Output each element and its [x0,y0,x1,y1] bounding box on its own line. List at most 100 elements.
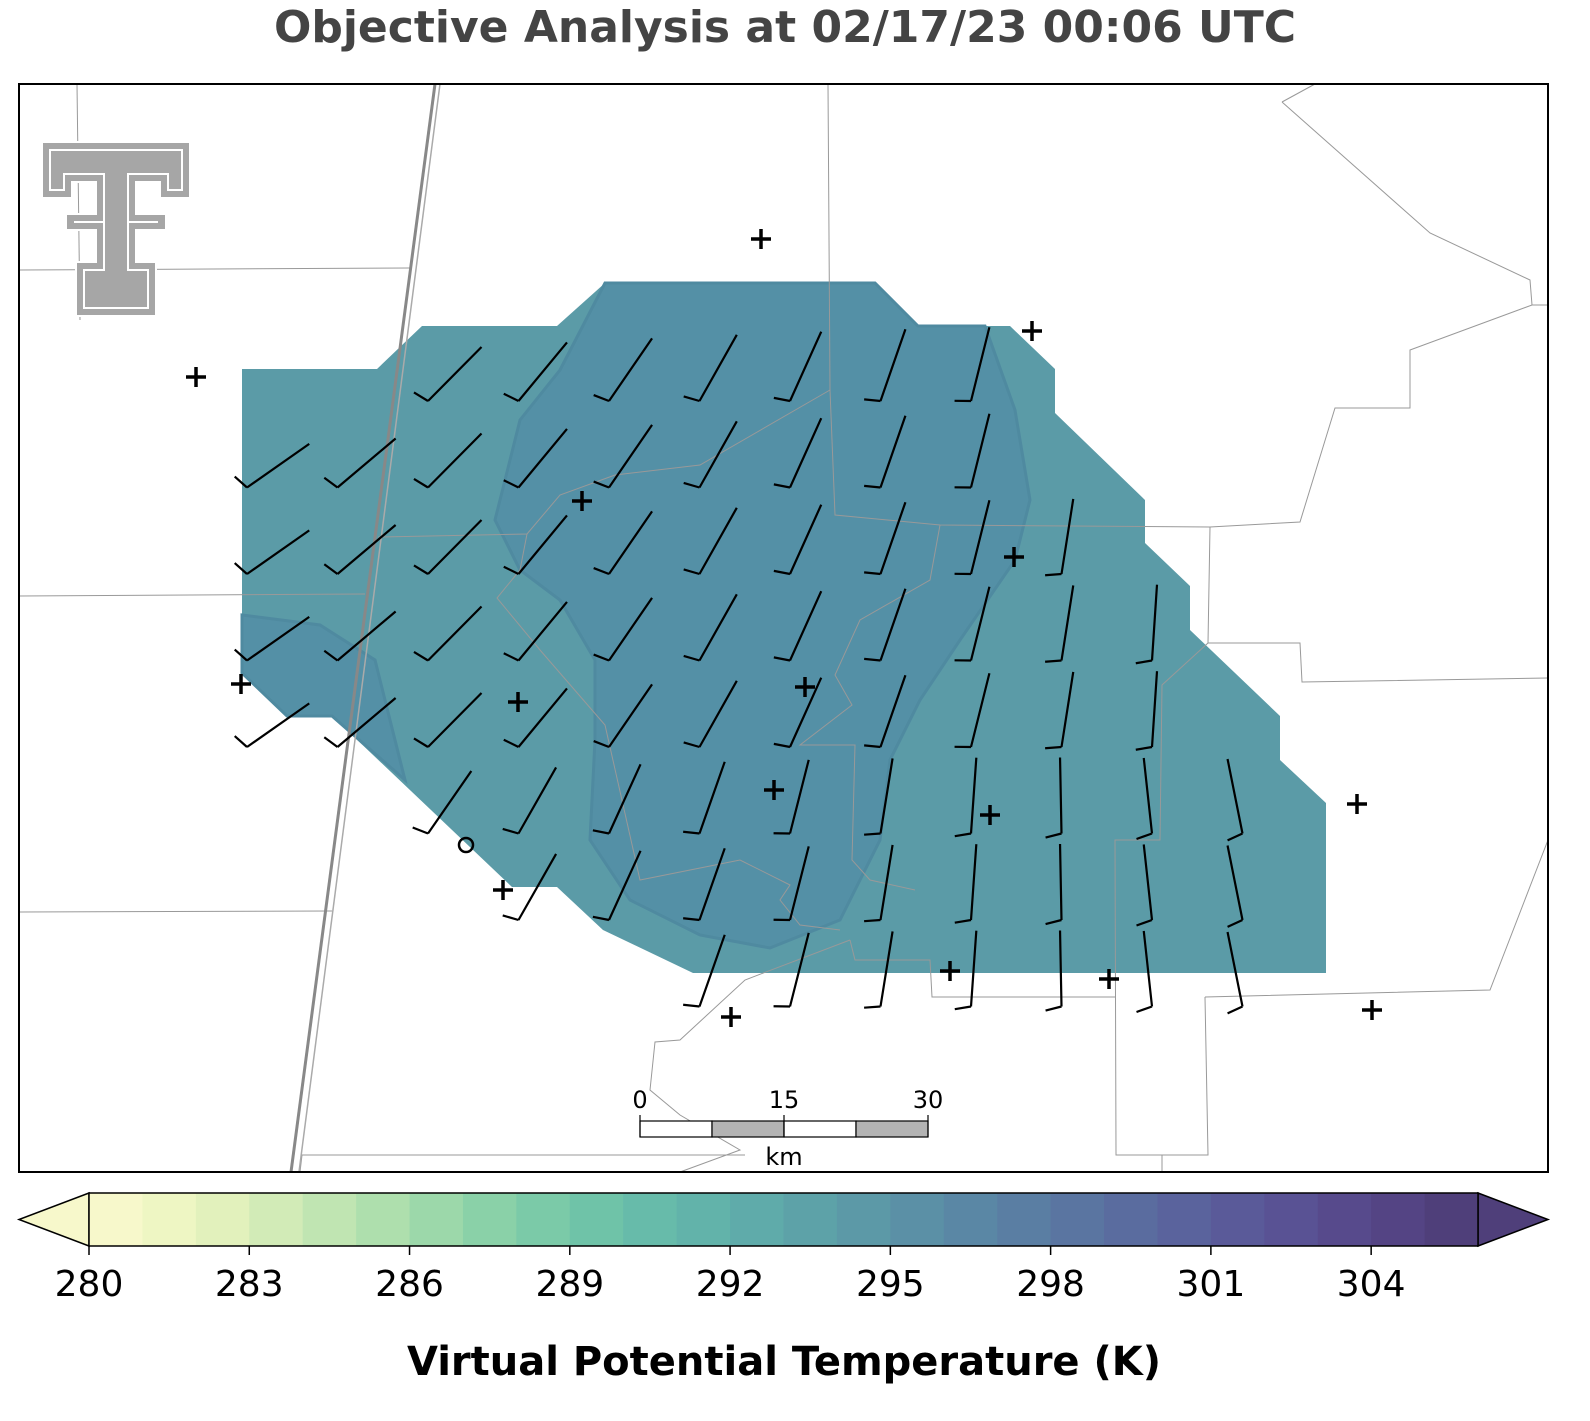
stations [186,229,1382,1027]
wind-barb [1045,671,1075,750]
wind-barb [413,346,483,402]
wind-barb [593,683,653,749]
wind-barb [864,844,894,923]
contour-region [240,613,408,785]
station [795,677,815,697]
color-band [676,1193,731,1246]
wind-barb [773,677,823,749]
wind-barb [593,510,653,576]
station [1022,321,1042,341]
wind-barb [502,766,558,835]
wind-barb [413,692,483,748]
wind-barb [954,326,991,403]
color-band [302,1193,357,1246]
wind-barb [593,424,653,489]
color-band [730,1193,784,1246]
logo [41,141,191,317]
tick-label: 292 [696,1264,765,1305]
wind-barb [1136,930,1154,1014]
wind-barb [1226,845,1244,928]
wind-barb [773,417,823,489]
wind-barb [1136,844,1154,927]
tick-label: 301 [1177,1264,1246,1305]
scale-label: 0 [632,1086,647,1114]
station [1004,547,1024,567]
wind-barb [954,413,991,489]
wind-barb [1136,757,1154,841]
color-band [997,1193,1052,1246]
wind-barb [1226,758,1244,842]
wind-barb [864,674,907,749]
wind-barb [1135,584,1159,665]
wind-barb [954,499,991,576]
color-band [569,1193,624,1246]
colorbar-extend-low [16,1191,90,1248]
station [572,491,592,511]
wind-barb [773,590,823,662]
wind-barb [233,443,310,489]
wind-barb [1045,757,1063,839]
tick-label: 298 [1016,1264,1085,1305]
station [186,367,206,387]
color-band [409,1193,464,1246]
station [980,805,1000,825]
color-band [783,1193,838,1246]
wind-barb [413,519,483,575]
wind-barb [233,702,310,748]
colorbar-label: Virtual Potential Temperature (K) [407,1339,1161,1385]
wind-barb [323,697,397,748]
highway [298,83,441,1173]
highway [289,83,437,1173]
scale-segment [639,1120,713,1138]
wind-barb [683,761,726,835]
wind-barb [683,593,738,662]
wind-barb [864,415,907,489]
color-band [1264,1193,1319,1246]
color-band [890,1193,945,1246]
wind-barb [413,432,483,489]
wind-barb [503,428,568,489]
wind-barb [1135,671,1159,751]
wind-barbs [233,326,1244,1015]
station [1099,969,1119,989]
color-band [1424,1193,1479,1246]
scale-label: 30 [913,1086,944,1114]
colorbar-frame [88,1192,1479,1247]
wind-barb [954,586,991,662]
wind-barb [864,501,907,576]
station [721,1007,741,1027]
wind-barb [233,529,310,575]
tick-label: 283 [215,1264,284,1305]
wind-barb [773,331,823,403]
wind-barb [1045,498,1075,577]
scale-label: 15 [769,1086,800,1114]
wind-barb [502,853,558,922]
wind-barb [413,605,483,662]
wind-barb [1045,843,1063,926]
wind-barb [683,507,738,576]
scale-segment [855,1120,929,1138]
tick-label: 286 [375,1264,444,1305]
wind-barb [773,504,823,576]
wind-barb [864,328,907,403]
wind-barb [503,601,568,662]
wind-barb [683,847,726,922]
wind-barb [233,616,310,662]
wind-barb [593,337,653,403]
station [508,692,528,712]
scale-bar: km 0 15 30 [632,1086,943,1171]
map-frame [18,83,1549,1173]
tick-label: 304 [1337,1264,1406,1305]
title: Objective Analysis at 02/17/23 00:06 UTC [274,2,1296,53]
scale-unit: km [765,1143,802,1171]
color-band [462,1193,517,1246]
station [1362,1000,1382,1020]
color-band [356,1193,411,1246]
wind-barb [683,420,738,489]
wind-barb [773,759,810,835]
map: km 0 15 30 [18,83,1549,1173]
color-band [89,1193,143,1246]
wind-barb [954,672,991,749]
colorbar-extend-high [1477,1191,1551,1248]
